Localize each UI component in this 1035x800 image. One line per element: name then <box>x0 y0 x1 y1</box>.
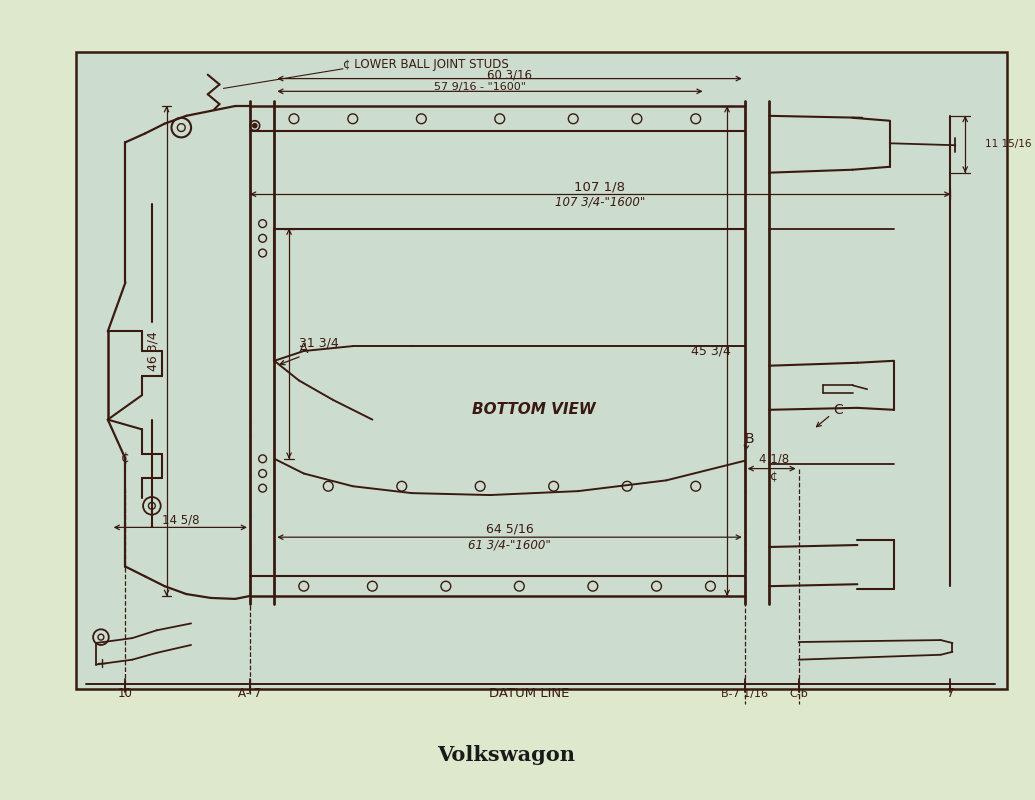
Text: 107 1/8: 107 1/8 <box>574 181 625 194</box>
Text: 57 9/16 - "1600": 57 9/16 - "1600" <box>434 82 526 93</box>
Text: 45 3/4: 45 3/4 <box>691 345 732 358</box>
Text: 31 3/4: 31 3/4 <box>298 337 338 350</box>
Bar <box>77 52 1007 689</box>
Text: ¢ LOWER BALL JOINT STUDS: ¢ LOWER BALL JOINT STUDS <box>343 58 509 71</box>
Text: BOTTOM VIEW: BOTTOM VIEW <box>472 402 596 418</box>
Text: C-b: C-b <box>790 689 808 699</box>
Text: 64 5/16: 64 5/16 <box>485 523 533 536</box>
Text: 10: 10 <box>118 687 132 701</box>
Text: 11 15/16: 11 15/16 <box>984 139 1031 150</box>
Text: Volkswagon: Volkswagon <box>438 745 575 765</box>
Text: 46 3/4: 46 3/4 <box>146 331 159 371</box>
Circle shape <box>253 124 257 127</box>
Text: B-7 1/16: B-7 1/16 <box>721 689 768 699</box>
Text: DATUM LINE: DATUM LINE <box>489 687 569 701</box>
Text: C: C <box>833 402 842 417</box>
Text: 60 3/16: 60 3/16 <box>487 68 532 81</box>
Text: 14 5/8: 14 5/8 <box>161 513 199 526</box>
Bar <box>77 52 1007 689</box>
Text: B: B <box>745 432 755 446</box>
Text: A- 7: A- 7 <box>238 687 262 701</box>
Text: 7: 7 <box>947 687 954 701</box>
Text: 4 1/8: 4 1/8 <box>759 452 789 466</box>
Text: 61 3/4-"1600": 61 3/4-"1600" <box>468 538 551 551</box>
Text: A: A <box>299 342 308 356</box>
Text: 107 3/4-"1600": 107 3/4-"1600" <box>555 195 645 209</box>
Text: ¢: ¢ <box>770 470 778 483</box>
Text: ¢: ¢ <box>121 452 129 466</box>
